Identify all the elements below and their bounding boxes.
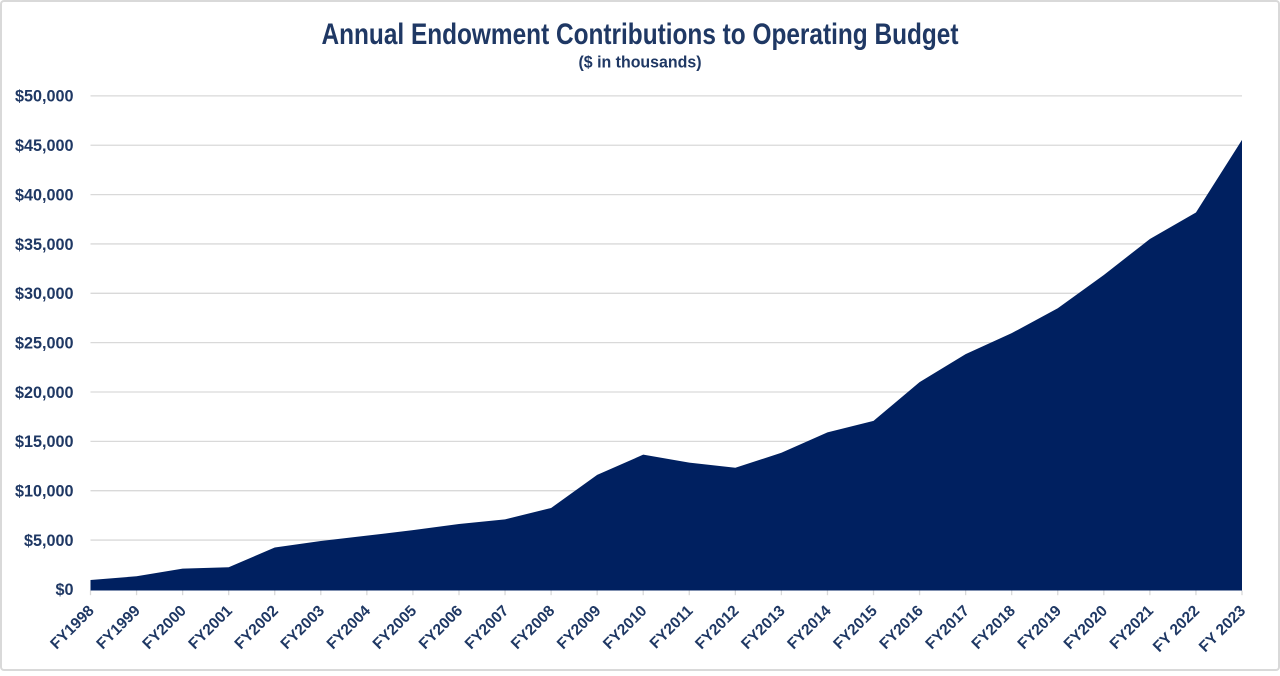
svg-text:$5,000: $5,000 <box>24 532 74 550</box>
svg-text:$0: $0 <box>55 581 73 599</box>
svg-text:$45,000: $45,000 <box>15 137 74 155</box>
svg-text:$30,000: $30,000 <box>15 285 74 303</box>
svg-text:$10,000: $10,000 <box>15 483 74 501</box>
svg-text:($ in thousands): ($ in thousands) <box>579 54 702 72</box>
svg-text:$40,000: $40,000 <box>15 186 74 204</box>
svg-text:$25,000: $25,000 <box>15 334 74 352</box>
svg-text:$35,000: $35,000 <box>15 236 74 254</box>
svg-text:$20,000: $20,000 <box>15 384 74 402</box>
svg-text:$15,000: $15,000 <box>15 433 74 451</box>
svg-text:$50,000: $50,000 <box>15 88 74 106</box>
svg-text:Annual Endowment Contributions: Annual Endowment Contributions to Operat… <box>322 18 959 51</box>
